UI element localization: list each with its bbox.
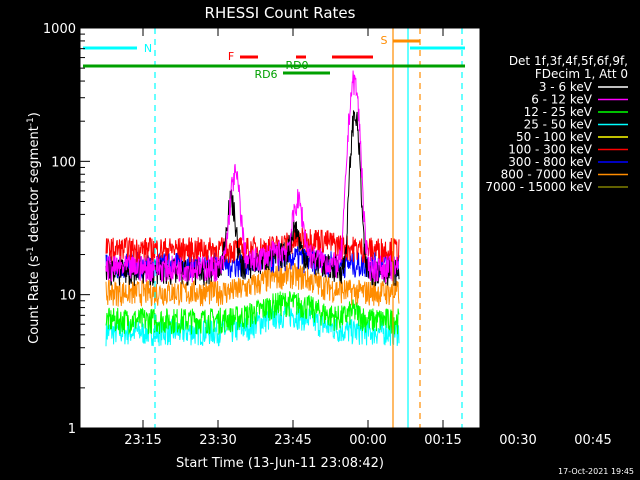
legend-label-5: 100 - 300 keV [508,143,592,157]
flag-label-f: F [228,50,234,63]
legend-label-8: 7000 - 15000 keV [485,180,592,194]
chart-title: RHESSI Count Rates [205,4,356,22]
flag-label-s: S [381,34,388,47]
legend-label-1: 6 - 12 keV [531,93,593,107]
y-tick-label-0: 1 [68,422,76,437]
legend-header-line-1: Det 1f,3f,4f,5f,6f,9f, [509,54,628,68]
legend-label-6: 300 - 800 keV [508,155,592,169]
x-axis-ticks: 23:15 23:30 23:45 00:00 00:15 00:30 00:45 [124,28,612,448]
flag-bars: N RD0 RD6 F S [83,34,465,81]
legend-label-3: 25 - 50 keV [524,118,593,132]
x-tick-label-6: 00:45 [574,433,611,448]
y-tick-label-3: 1000 [43,22,76,37]
plot-area [80,28,480,428]
y-tick-label-1: 10 [59,289,76,304]
plot-timestamp: 17-Oct-2021 19:45 [558,467,634,476]
x-tick-label-4: 00:15 [424,433,461,448]
legend-label-0: 3 - 6 keV [539,80,593,94]
flag-label-rd6: RD6 [254,68,277,81]
x-tick-label-1: 23:30 [199,433,236,448]
legend-label-7: 800 - 7000 keV [501,168,593,182]
x-tick-label-2: 23:45 [274,433,311,448]
flag-label-n: N [144,42,152,55]
x-axis-label: Start Time (13-Jun-11 23:08:42) [176,456,384,471]
y-tick-label-2: 100 [51,155,76,170]
y-axis-ticks: 1 10 100 1000 [43,22,90,437]
x-tick-label-5: 00:30 [499,433,536,448]
x-tick-label-0: 23:15 [124,433,161,448]
legend-header-line-2: FDecim 1, Att 0 [535,67,628,81]
flag-label-rd0: RD0 [285,59,308,72]
legend-label-4: 50 - 100 keV [516,130,593,144]
y-axis-label: Count Rate (s-1 detector segment-1) [26,112,42,344]
legend: Det 1f,3f,4f,5f,6f,9f, FDecim 1, Att 0 3… [485,54,628,194]
legend-label-2: 12 - 25 keV [524,105,593,119]
curve-2 [105,291,400,336]
plot-frame [79,27,481,429]
x-tick-label-3: 00:00 [349,433,386,448]
annotation-lines [154,28,463,428]
